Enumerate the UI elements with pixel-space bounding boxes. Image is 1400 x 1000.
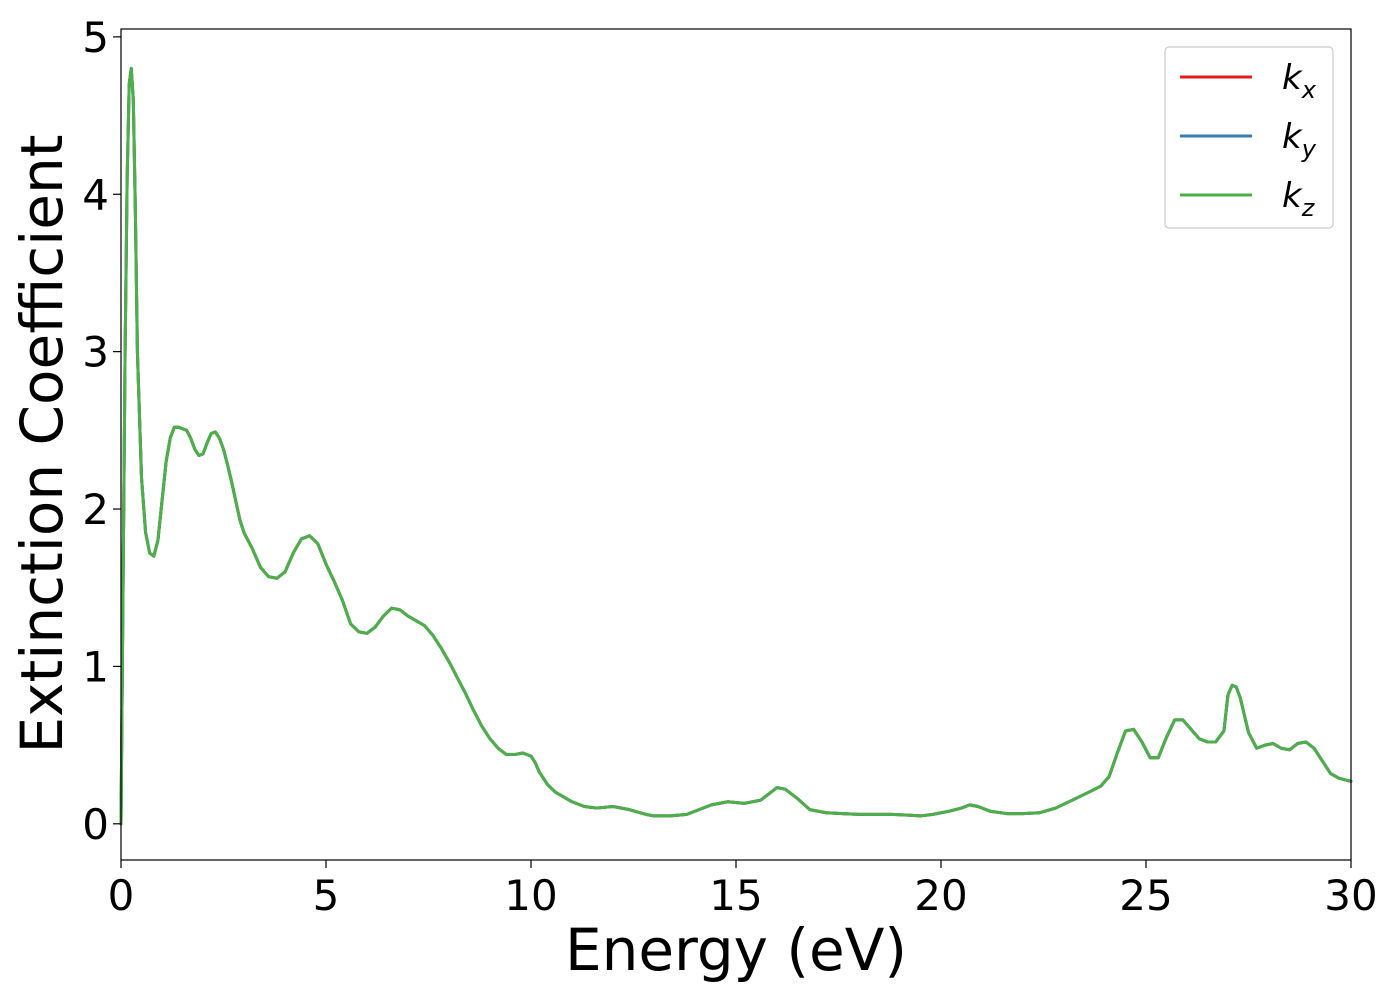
y-tick-label: 4 xyxy=(82,170,109,219)
y-tick-label: 1 xyxy=(82,642,109,691)
x-tick-label: 20 xyxy=(914,871,967,920)
series-layer xyxy=(119,66,1353,826)
legend-subscript: x xyxy=(1301,76,1317,104)
x-axis: 0 5 10 15 20 25 30 xyxy=(108,860,1378,920)
legend-subscript: y xyxy=(1301,135,1317,163)
x-tick-label: 10 xyxy=(504,871,557,920)
y-axis-title: Extinction Coefficient xyxy=(8,135,76,754)
y-tick-label: 2 xyxy=(82,485,109,534)
y-tick-label: 3 xyxy=(82,328,109,377)
x-axis-title: Energy (eV) xyxy=(565,916,907,984)
x-tick-label: 30 xyxy=(1324,871,1377,920)
x-tick-label: 15 xyxy=(709,871,762,920)
x-tick-label: 25 xyxy=(1119,871,1172,920)
plot-background xyxy=(121,29,1351,860)
x-tick-label: 0 xyxy=(108,871,135,920)
y-axis: 0 1 2 3 4 5 xyxy=(82,13,121,849)
series-line-z xyxy=(119,66,1353,826)
y-tick-label: 0 xyxy=(82,800,109,849)
x-tick-label: 5 xyxy=(313,871,340,920)
y-tick-label: 5 xyxy=(82,13,109,62)
legend-subscript: z xyxy=(1301,194,1316,222)
